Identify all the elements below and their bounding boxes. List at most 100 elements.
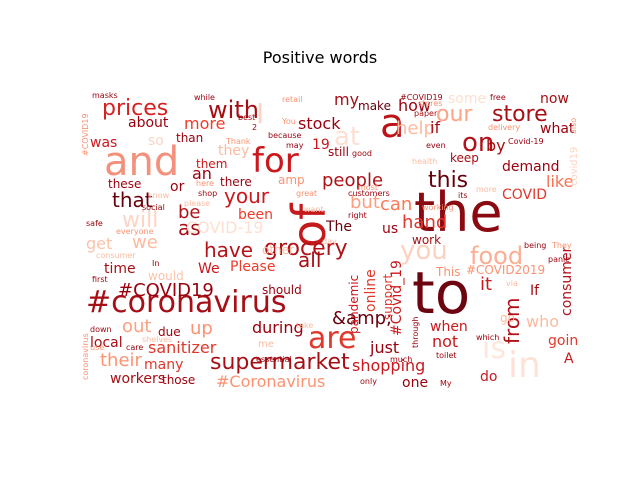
word-right: right <box>348 211 367 220</box>
word-up: up <box>190 318 213 339</box>
word-people: people <box>322 170 384 191</box>
word-Please: Please <box>230 259 276 275</box>
word-their: their <box>100 350 142 371</box>
word-being: being <box>524 241 547 250</box>
word-amp: amp <box>278 173 305 187</box>
word-been: been <box>238 207 273 223</box>
word-most: most <box>358 183 378 192</box>
word-who: who <box>526 312 560 331</box>
word-your: your <box>224 184 269 208</box>
word-best: best <box>238 113 256 122</box>
word-about: about <box>128 115 169 131</box>
word-other: other <box>262 243 294 257</box>
word-that: that <box>112 188 153 212</box>
word-have: have <box>204 238 254 262</box>
word-please: please <box>184 199 211 208</box>
word-coronavirus: #coronavirus <box>86 285 287 320</box>
word-health: health <box>412 157 438 166</box>
word-help: help <box>396 118 435 139</box>
word-now: now <box>540 91 569 107</box>
word-covid19: covid19 <box>569 146 578 186</box>
word-to: to <box>412 259 471 327</box>
word-stores: stores <box>418 99 443 108</box>
word-while: while <box>194 93 215 102</box>
word-Thank: Thank <box>226 137 251 146</box>
word-was: was <box>90 135 118 151</box>
word-its: its <box>458 191 468 200</box>
chart-title: Positive words <box>262 48 378 67</box>
word-Coronavirus: #Coronavirus <box>216 372 326 391</box>
word-A: A <box>564 351 574 367</box>
word-free: free <box>490 93 506 102</box>
word-one: one <box>402 375 429 391</box>
word-these: these <box>108 177 142 191</box>
word-safe: safe <box>86 219 103 228</box>
word-do: do <box>480 369 498 385</box>
word-We: We <box>198 261 220 277</box>
word-more-small: more <box>476 185 497 194</box>
word-at: at <box>334 122 361 152</box>
word-hand: hand <box>402 212 448 233</box>
word-or: or <box>170 179 185 195</box>
word-COVID19-tiny: #COVID19 <box>400 93 443 102</box>
word-out: out <box>122 316 152 337</box>
word-so: so <box>148 133 164 149</box>
word-them: them <box>196 157 228 171</box>
word-COVID: COVID <box>502 187 548 203</box>
word-only: only <box>360 377 377 386</box>
word-consumer-small: consumer <box>96 251 136 260</box>
word-in: in <box>508 345 541 386</box>
word-you: you <box>400 236 448 266</box>
word-just: just <box>370 338 400 357</box>
word-will: will <box>122 208 159 233</box>
word-during: during <box>252 318 304 337</box>
word-a: a <box>380 101 405 147</box>
word-want: want <box>304 205 324 214</box>
word-down: down <box>90 325 112 334</box>
word-for: for <box>252 141 299 181</box>
word-and: and <box>104 139 180 185</box>
word-than: than <box>176 131 204 145</box>
word-delivery: delivery <box>488 123 521 132</box>
word-all: all <box>298 248 322 272</box>
word-This: This <box>436 265 461 279</box>
word-is: is <box>482 331 506 366</box>
word-COVID19-big: #COVID19 <box>118 280 214 301</box>
word-grocery: grocery <box>264 236 348 261</box>
word-but: but <box>350 192 380 213</box>
word-should: should <box>262 283 302 297</box>
word-supermarket: supermarket <box>210 350 350 375</box>
word-2: 2 <box>252 123 258 132</box>
word-shopping: shopping <box>352 356 426 375</box>
word-time: time <box>104 261 136 277</box>
word-prices: prices <box>102 96 169 121</box>
word-cloud: the to and #coronavirus of for a in is a… <box>82 90 578 392</box>
word-You: You <box>282 117 296 126</box>
word-They: They <box>552 241 572 250</box>
word-be: be <box>178 202 201 223</box>
word-through: through <box>411 316 420 348</box>
word-because: because <box>268 131 302 140</box>
word-masks: masks <box>92 91 118 100</box>
word-via: via <box>506 279 518 288</box>
word-If: If <box>530 283 540 299</box>
word-going: going <box>548 333 578 349</box>
word-store: store <box>492 102 548 127</box>
word-essential: essential <box>256 355 292 364</box>
word-can: can <box>380 194 413 215</box>
word-shelves: shelves <box>142 335 173 344</box>
word-even: even <box>426 141 446 150</box>
word-shop: shop <box>198 189 218 198</box>
word-In: In <box>152 259 160 268</box>
word-day: day <box>322 237 337 246</box>
word-paper: paper <box>414 109 438 118</box>
word-pandemic: pandemic <box>347 274 361 334</box>
word-my: my <box>334 90 360 109</box>
word-our: our <box>436 102 473 127</box>
word-coronavirus-small: coronavirus <box>82 333 90 380</box>
word-it: it <box>480 274 493 295</box>
word-great: great <box>296 189 318 198</box>
word-good: good <box>352 149 372 158</box>
word-when: when <box>430 319 468 335</box>
word-by: by <box>486 136 506 155</box>
